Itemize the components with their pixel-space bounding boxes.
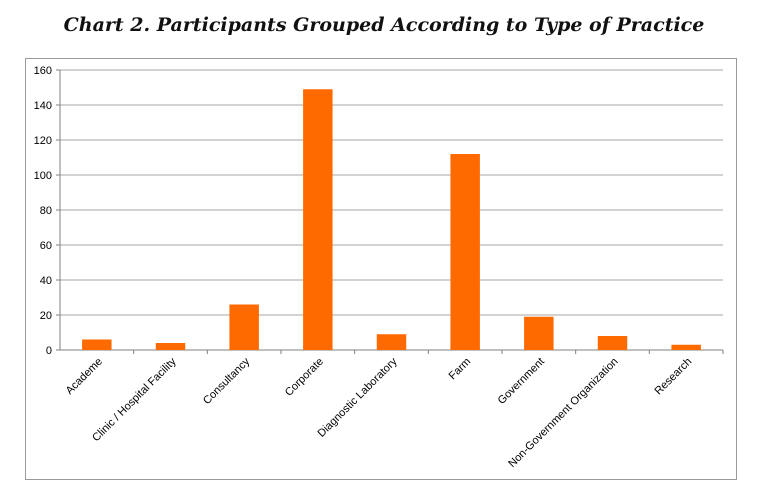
y-tick-label: 80 [40,205,52,217]
bar-3 [303,89,333,350]
y-tick-labels: 0 20 40 60 80 100 120 140 160 [34,65,52,357]
gridlines [60,69,723,316]
y-tick-label: 120 [34,135,52,147]
y-tick-label: 140 [34,100,52,112]
x-tick-label: Clinic / Hospital Facility [90,355,179,444]
bar-5 [450,154,480,350]
y-tick-label: 160 [34,65,52,77]
x-tick-label: Farm [447,356,474,383]
y-tick-label: 20 [40,310,52,322]
chart-title: Chart 2. Participants Grouped According … [63,14,705,36]
x-tick-label: Government [496,356,547,407]
bar-6 [524,316,554,350]
x-tick-label: Diagnostic Laboratory [315,355,400,440]
x-tick-label: Research [653,356,695,398]
x-tick-label: Corporate [283,356,326,399]
bar-1 [155,343,186,350]
x-tick-label: Consultancy [201,355,253,407]
chart-frame [25,58,737,480]
bar-8 [671,344,701,350]
y-tick-label: 100 [34,170,52,182]
bar-0 [82,339,112,350]
y-tick-label: 40 [40,275,52,287]
bars [82,89,701,350]
y-tick-label: 0 [46,345,52,357]
bar-7 [597,336,628,350]
bar-4 [376,334,407,350]
x-tick-label: Academe [64,356,105,397]
y-tick-label: 60 [40,240,52,252]
bar-2 [229,304,259,350]
axes [56,69,724,354]
